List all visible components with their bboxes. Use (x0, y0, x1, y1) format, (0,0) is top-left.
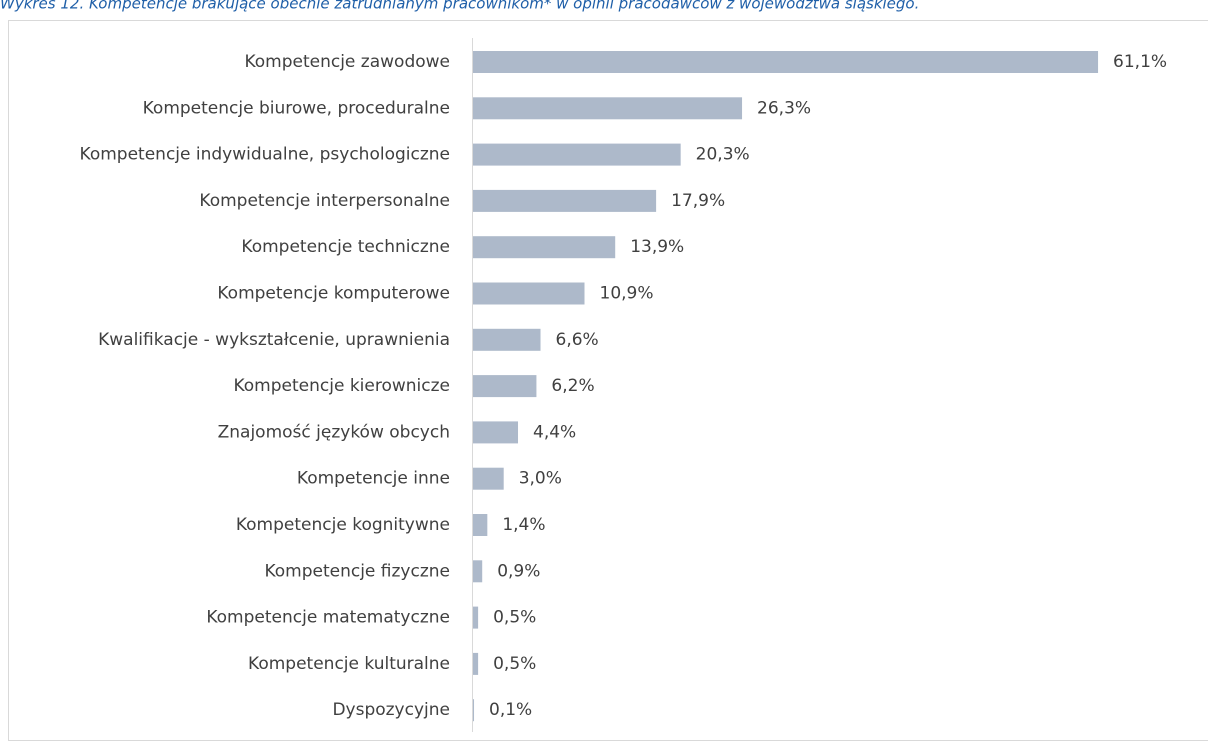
value-label: 3,0% (519, 469, 562, 489)
category-label: Kompetencje indywidualne, psychologiczne (80, 145, 450, 165)
bar (473, 560, 482, 582)
value-label: 0,9% (497, 561, 540, 581)
bar (473, 97, 742, 119)
bar (473, 329, 541, 351)
value-label: 0,5% (493, 608, 536, 628)
value-label: 10,9% (600, 284, 654, 304)
chart-border (9, 21, 1208, 741)
category-label: Kompetencje kulturalne (248, 654, 450, 674)
value-label: 20,3% (696, 145, 750, 165)
value-label: 1,4% (502, 515, 545, 535)
bar (473, 699, 474, 721)
value-label: 4,4% (533, 422, 576, 442)
bar (473, 607, 478, 629)
category-label: Znajomość języków obcych (218, 422, 450, 442)
bar (473, 421, 518, 443)
value-label: 61,1% (1113, 52, 1167, 72)
value-label: 6,2% (551, 376, 594, 396)
bar (473, 51, 1098, 73)
bar (473, 653, 478, 675)
bar (473, 468, 504, 490)
bar (473, 236, 615, 258)
category-label: Kwalifikacje - wykształcenie, uprawnieni… (98, 330, 450, 350)
category-label: Dyspozycyjne (332, 700, 450, 720)
bar (473, 144, 681, 166)
bar (473, 514, 487, 536)
value-label: 6,6% (556, 330, 599, 350)
value-label: 13,9% (630, 237, 684, 257)
category-label: Kompetencje interpersonalne (199, 191, 450, 211)
value-label: 17,9% (671, 191, 725, 211)
value-label: 0,1% (489, 700, 532, 720)
category-label: Kompetencje biurowe, proceduralne (143, 98, 450, 118)
category-label: Kompetencje inne (297, 469, 450, 489)
value-label: 26,3% (757, 98, 811, 118)
category-label: Kompetencje techniczne (241, 237, 450, 257)
bar (473, 283, 585, 305)
value-label: 0,5% (493, 654, 536, 674)
category-label: Kompetencje fizyczne (264, 561, 450, 581)
category-label: Kompetencje zawodowe (244, 52, 450, 72)
category-label: Kompetencje komputerowe (217, 284, 450, 304)
category-label: Kompetencje kierownicze (233, 376, 450, 396)
category-label: Kompetencje matematyczne (206, 608, 450, 628)
chart-title: Wykres 12. Kompetencje brakujące obecnie… (0, 0, 919, 13)
category-label: Kompetencje kognitywne (236, 515, 450, 535)
bar (473, 375, 536, 397)
bar (473, 190, 656, 212)
